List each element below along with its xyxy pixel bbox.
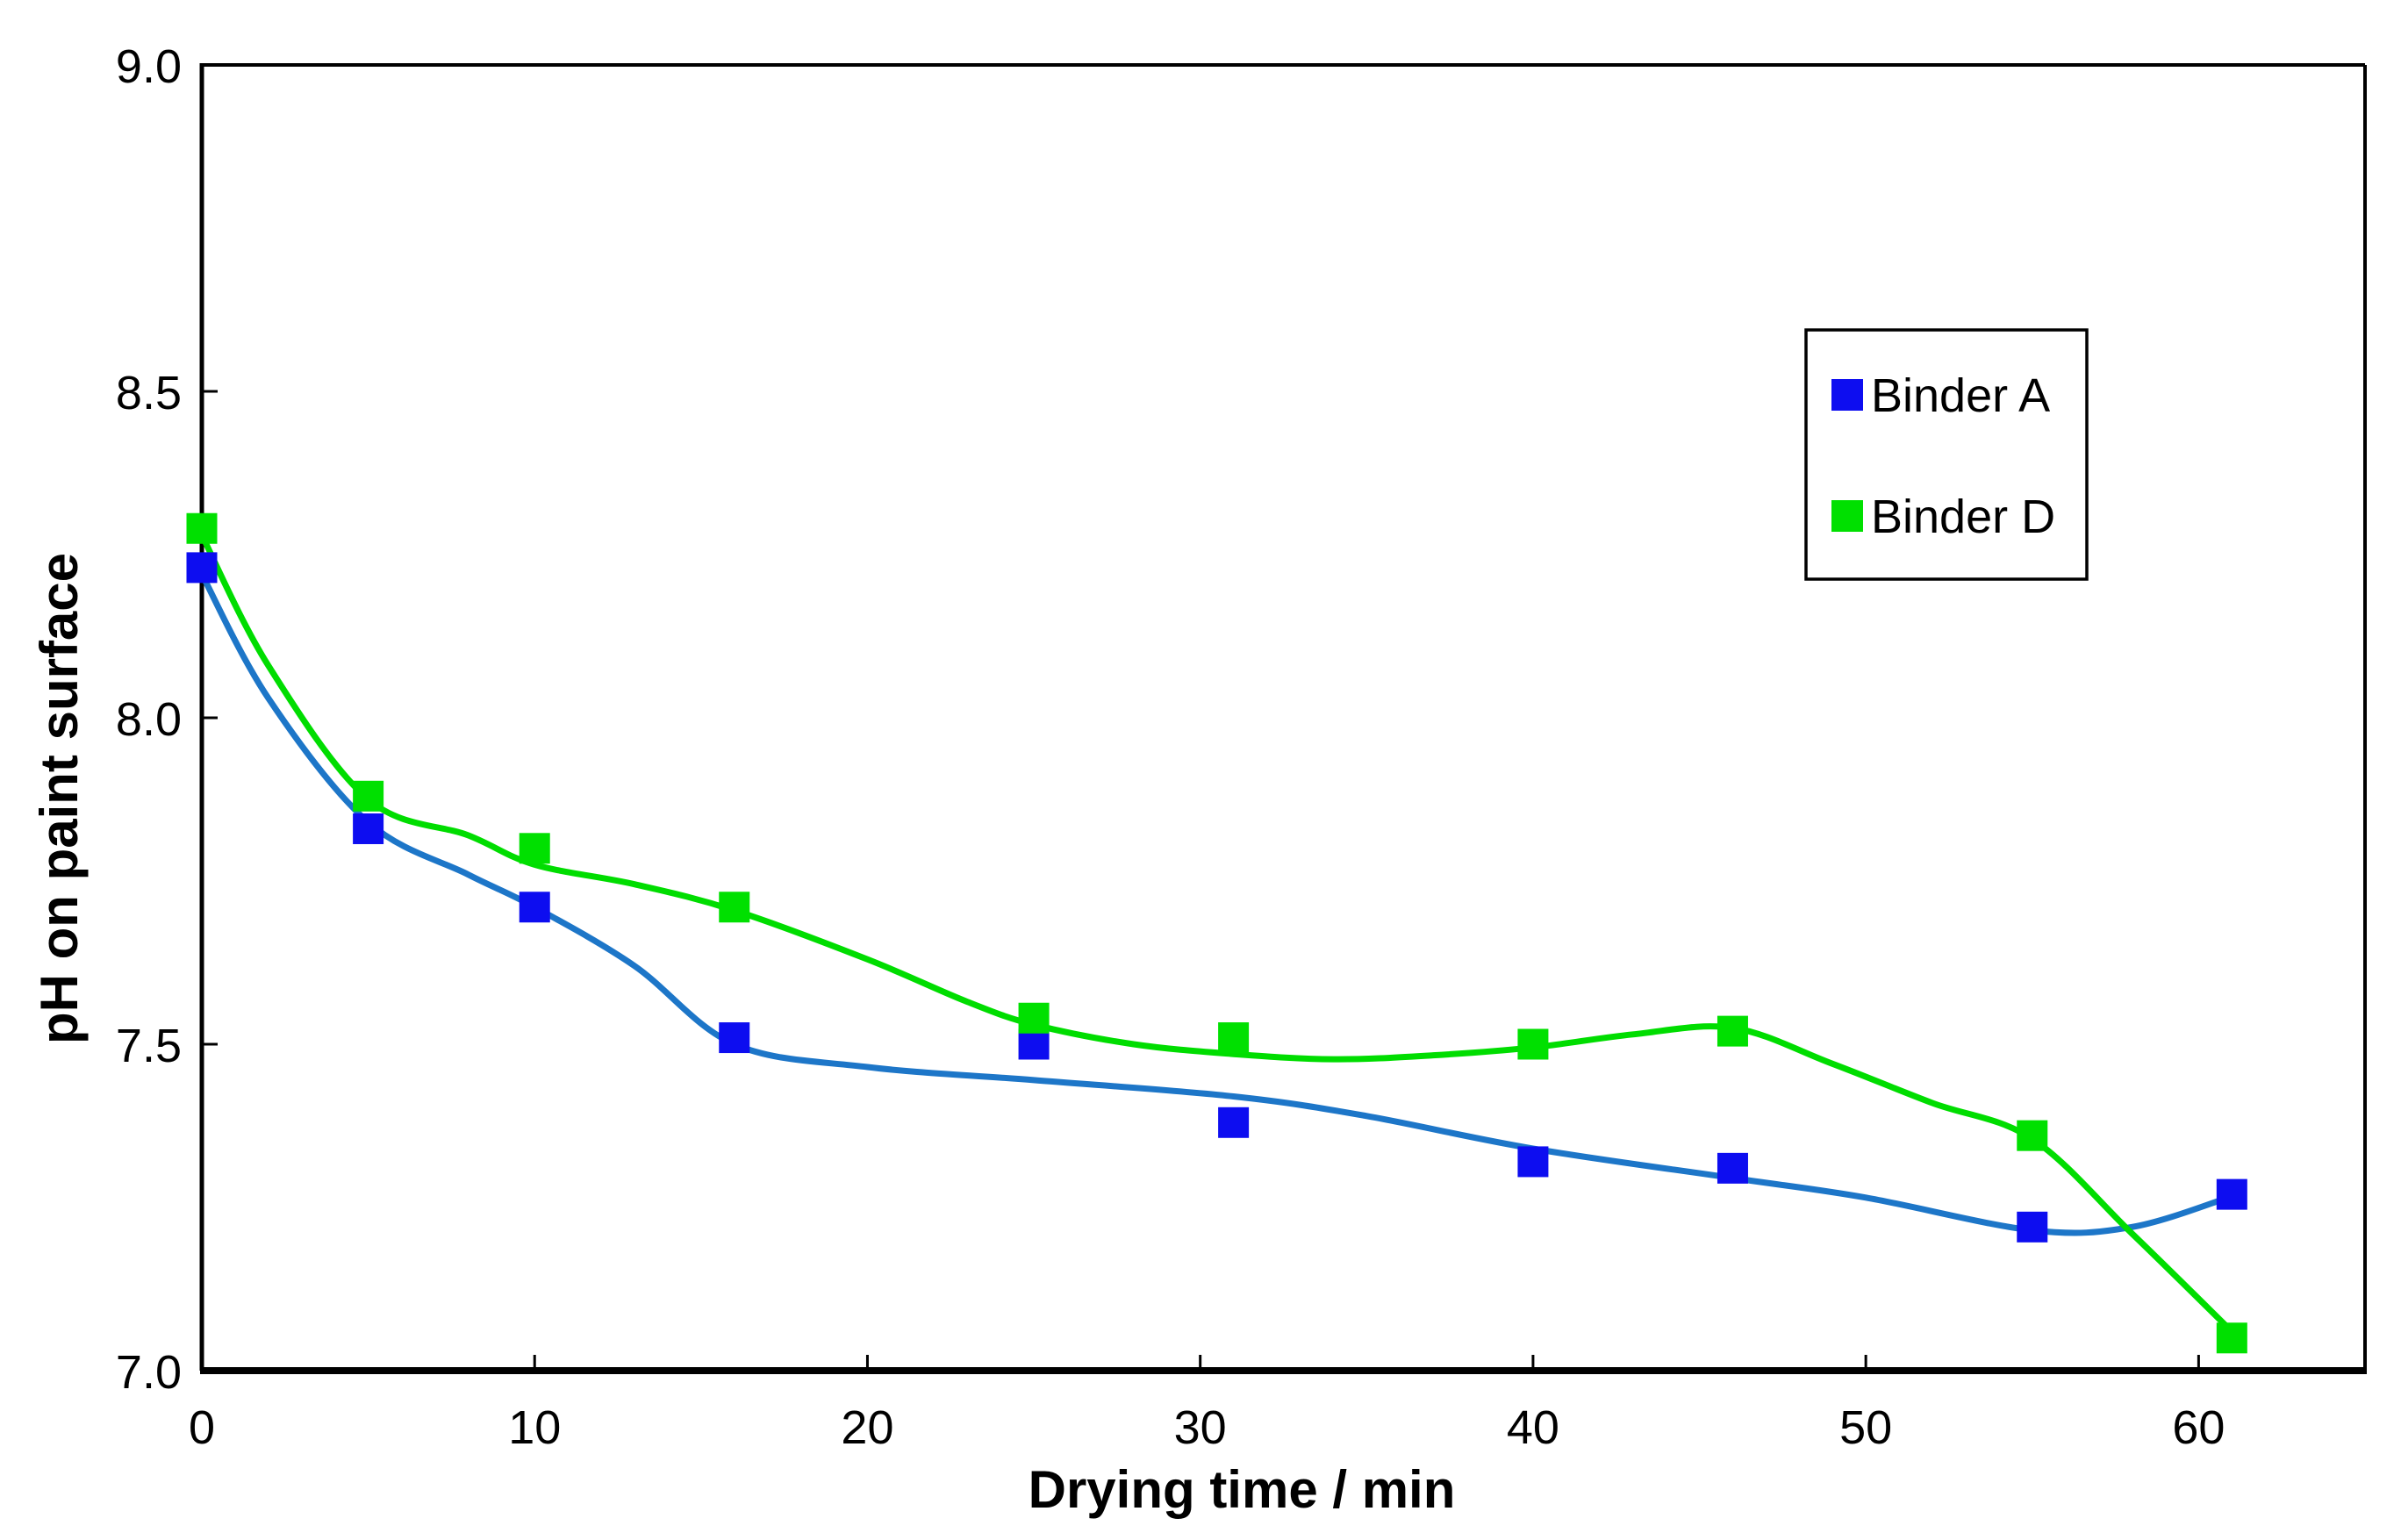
legend-label-binder-a: Binder A — [1871, 369, 2050, 422]
marker-binder-a — [2017, 1211, 2048, 1243]
legend-swatch-binder-d — [1831, 500, 1863, 532]
marker-binder-d — [2216, 1322, 2247, 1354]
legend-label-binder-d: Binder D — [1871, 491, 2055, 543]
x-tick-label: 0 — [189, 1401, 215, 1454]
marker-binder-a — [186, 552, 218, 584]
y-tick-label: 8.0 — [116, 693, 182, 746]
marker-binder-a — [719, 1022, 750, 1054]
x-tick-label: 50 — [1839, 1401, 1892, 1454]
y-tick-label: 7.5 — [116, 1020, 182, 1072]
x-axis-title: Drying time / min — [1028, 1460, 1456, 1519]
marker-binder-a — [1517, 1146, 1549, 1178]
x-tick-label: 40 — [1507, 1401, 1559, 1454]
marker-binder-d — [353, 780, 384, 812]
y-tick-label: 8.5 — [116, 367, 182, 419]
y-tick-label: 7.0 — [116, 1346, 182, 1399]
marker-binder-d — [1218, 1022, 1250, 1054]
legend-swatch-binder-a — [1831, 379, 1863, 411]
marker-binder-d — [719, 892, 750, 923]
marker-binder-a — [1218, 1107, 1250, 1138]
marker-binder-a — [2216, 1178, 2247, 1210]
marker-binder-d — [1517, 1028, 1549, 1060]
marker-binder-d — [186, 512, 218, 544]
legend-box — [1804, 328, 2089, 581]
marker-binder-d — [2017, 1120, 2048, 1151]
x-tick-label: 30 — [1174, 1401, 1227, 1454]
marker-binder-a — [519, 892, 550, 923]
trend-line-binder-d — [198, 532, 2235, 1335]
y-axis-title: pH on paint surface — [30, 553, 89, 1044]
y-tick-label: 9.0 — [116, 40, 182, 93]
trend-line-binder-a — [198, 570, 2235, 1236]
marker-binder-d — [519, 833, 550, 864]
marker-binder-d — [1018, 1002, 1050, 1034]
marker-binder-a — [1018, 1028, 1050, 1060]
marker-binder-a — [1717, 1152, 1748, 1184]
x-tick-label: 20 — [841, 1401, 893, 1454]
x-tick-label: 60 — [2172, 1401, 2225, 1454]
x-tick-label: 10 — [508, 1401, 561, 1454]
marker-binder-a — [353, 813, 384, 844]
marker-binder-d — [1717, 1015, 1748, 1047]
